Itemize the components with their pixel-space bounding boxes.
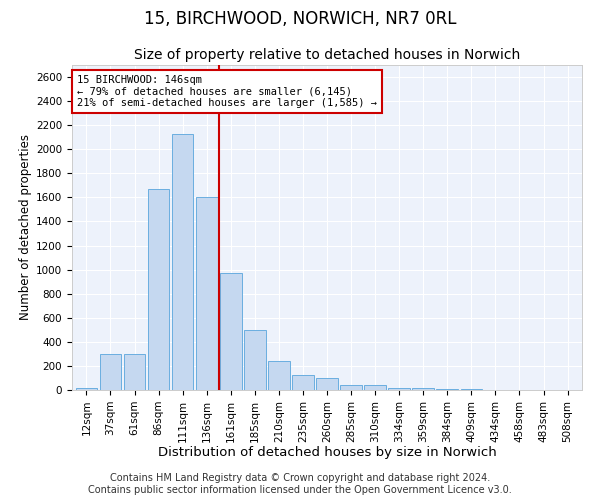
Bar — [172, 134, 193, 390]
Bar — [100, 354, 121, 390]
Bar — [124, 354, 145, 390]
Bar — [148, 189, 169, 390]
Text: Contains HM Land Registry data © Crown copyright and database right 2024.
Contai: Contains HM Land Registry data © Crown c… — [88, 474, 512, 495]
Bar — [220, 273, 242, 390]
Text: 15, BIRCHWOOD, NORWICH, NR7 0RL: 15, BIRCHWOOD, NORWICH, NR7 0RL — [144, 10, 456, 28]
Bar — [340, 385, 362, 390]
Bar — [244, 330, 266, 390]
Bar — [412, 388, 434, 390]
Bar — [292, 375, 314, 390]
Bar — [364, 385, 386, 390]
Bar — [196, 198, 218, 390]
Bar — [388, 388, 410, 390]
Bar — [76, 388, 97, 390]
Bar — [268, 360, 290, 390]
Y-axis label: Number of detached properties: Number of detached properties — [19, 134, 32, 320]
X-axis label: Distribution of detached houses by size in Norwich: Distribution of detached houses by size … — [158, 446, 496, 459]
Text: 15 BIRCHWOOD: 146sqm
← 79% of detached houses are smaller (6,145)
21% of semi-de: 15 BIRCHWOOD: 146sqm ← 79% of detached h… — [77, 74, 377, 108]
Bar — [436, 389, 458, 390]
Bar — [316, 378, 338, 390]
Title: Size of property relative to detached houses in Norwich: Size of property relative to detached ho… — [134, 48, 520, 62]
